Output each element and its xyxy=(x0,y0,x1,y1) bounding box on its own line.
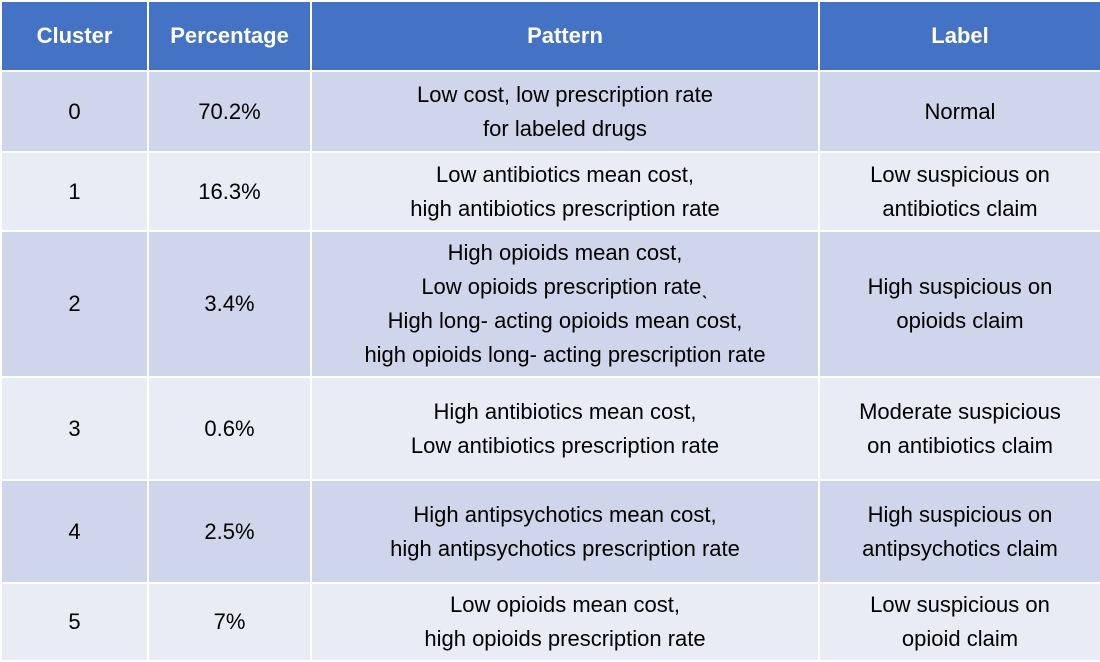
table-row: 5 7% Low opioids mean cost, high opioids… xyxy=(0,582,1100,662)
label-line: Low suspicious on xyxy=(870,592,1050,617)
table-header-row: Cluster Percentage Pattern Label xyxy=(0,0,1100,72)
pattern-cell: High antipsychotics mean cost, high anti… xyxy=(310,479,820,584)
pattern-line: High antibiotics mean cost, xyxy=(433,398,697,424)
label-cell: High suspicious on opioids claim xyxy=(818,230,1100,378)
pattern-line: High opioids mean cost, xyxy=(447,240,683,265)
header-pattern: Pattern xyxy=(310,0,820,72)
cluster-cell: 1 xyxy=(0,151,149,232)
pattern-line: Low antibiotics prescription rate xyxy=(410,432,720,458)
percentage-cell: 7% xyxy=(147,582,312,662)
percentage-cell: 3.4% xyxy=(147,230,312,378)
percentage-cell: 70.2% xyxy=(147,70,312,153)
header-percentage: Percentage xyxy=(147,0,312,72)
label-cell: Low suspicious on opioid claim xyxy=(818,582,1100,662)
header-label: Label xyxy=(818,0,1100,72)
label-line: antibiotics claim xyxy=(882,195,1038,221)
label-line: Low suspicious on xyxy=(870,161,1050,187)
table-row: 0 70.2% Low cost, low prescription rate … xyxy=(0,70,1100,153)
pattern-line: high opioids prescription rate xyxy=(424,626,706,651)
pattern-line: Low opioids mean cost, xyxy=(450,592,680,617)
cluster-cell: 2 xyxy=(0,230,149,378)
label-line: High suspicious on xyxy=(867,501,1053,527)
label-line: opioid claim xyxy=(901,626,1019,651)
percentage-cell: 16.3% xyxy=(147,151,312,232)
pattern-cell: Low cost, low prescription rate for labe… xyxy=(310,70,820,153)
pattern-cell: High opioids mean cost, Low opioids pres… xyxy=(310,230,820,378)
label-line: on antibiotics claim xyxy=(867,432,1053,458)
pattern-line: Low opioids prescription rateˎ xyxy=(421,274,709,299)
table-row: 4 2.5% High antipsychotics mean cost, hi… xyxy=(0,479,1100,584)
label-line: Normal xyxy=(924,98,996,124)
table-row: 1 16.3% Low antibiotics mean cost, high … xyxy=(0,151,1100,232)
pattern-cell: Low opioids mean cost, high opioids pres… xyxy=(310,582,820,662)
pattern-line: Low cost, low prescription rate xyxy=(417,81,713,107)
pattern-line: High antipsychotics mean cost, xyxy=(413,501,717,527)
cluster-cell: 4 xyxy=(0,479,149,584)
table-row: 3 0.6% High antibiotics mean cost, Low a… xyxy=(0,376,1100,481)
label-cell: High suspicious on antipsychotics claim xyxy=(818,479,1100,584)
label-line: Moderate suspicious xyxy=(859,398,1061,424)
table-row: 2 3.4% High opioids mean cost, Low opioi… xyxy=(0,230,1100,378)
percentage-cell: 0.6% xyxy=(147,376,312,481)
pattern-line: High long- acting opioids mean cost, xyxy=(387,308,743,333)
label-cell: Normal xyxy=(818,70,1100,153)
pattern-cell: Low antibiotics mean cost, high antibiot… xyxy=(310,151,820,232)
pattern-line: high antipsychotics prescription rate xyxy=(390,535,740,561)
pattern-line: high antibiotics prescription rate xyxy=(410,195,720,221)
pattern-line: for labeled drugs xyxy=(483,115,647,141)
label-cell: Low suspicious on antibiotics claim xyxy=(818,151,1100,232)
cluster-cell: 0 xyxy=(0,70,149,153)
pattern-line: Low antibiotics mean cost, xyxy=(435,161,695,187)
cluster-cell: 5 xyxy=(0,582,149,662)
cluster-cell: 3 xyxy=(0,376,149,481)
pattern-cell: High antibiotics mean cost, Low antibiot… xyxy=(310,376,820,481)
label-cell: Moderate suspicious on antibiotics claim xyxy=(818,376,1100,481)
percentage-cell: 2.5% xyxy=(147,479,312,584)
label-line: High suspicious on xyxy=(867,274,1053,299)
header-cluster: Cluster xyxy=(0,0,149,72)
pattern-line: high opioids long- acting prescription r… xyxy=(364,342,766,367)
label-line: opioids claim xyxy=(896,308,1024,333)
label-line: antipsychotics claim xyxy=(862,535,1058,561)
